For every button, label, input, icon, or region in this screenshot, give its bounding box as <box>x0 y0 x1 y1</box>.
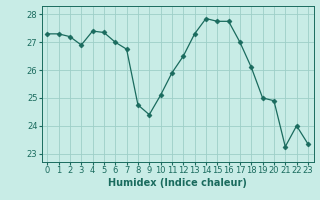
X-axis label: Humidex (Indice chaleur): Humidex (Indice chaleur) <box>108 178 247 188</box>
